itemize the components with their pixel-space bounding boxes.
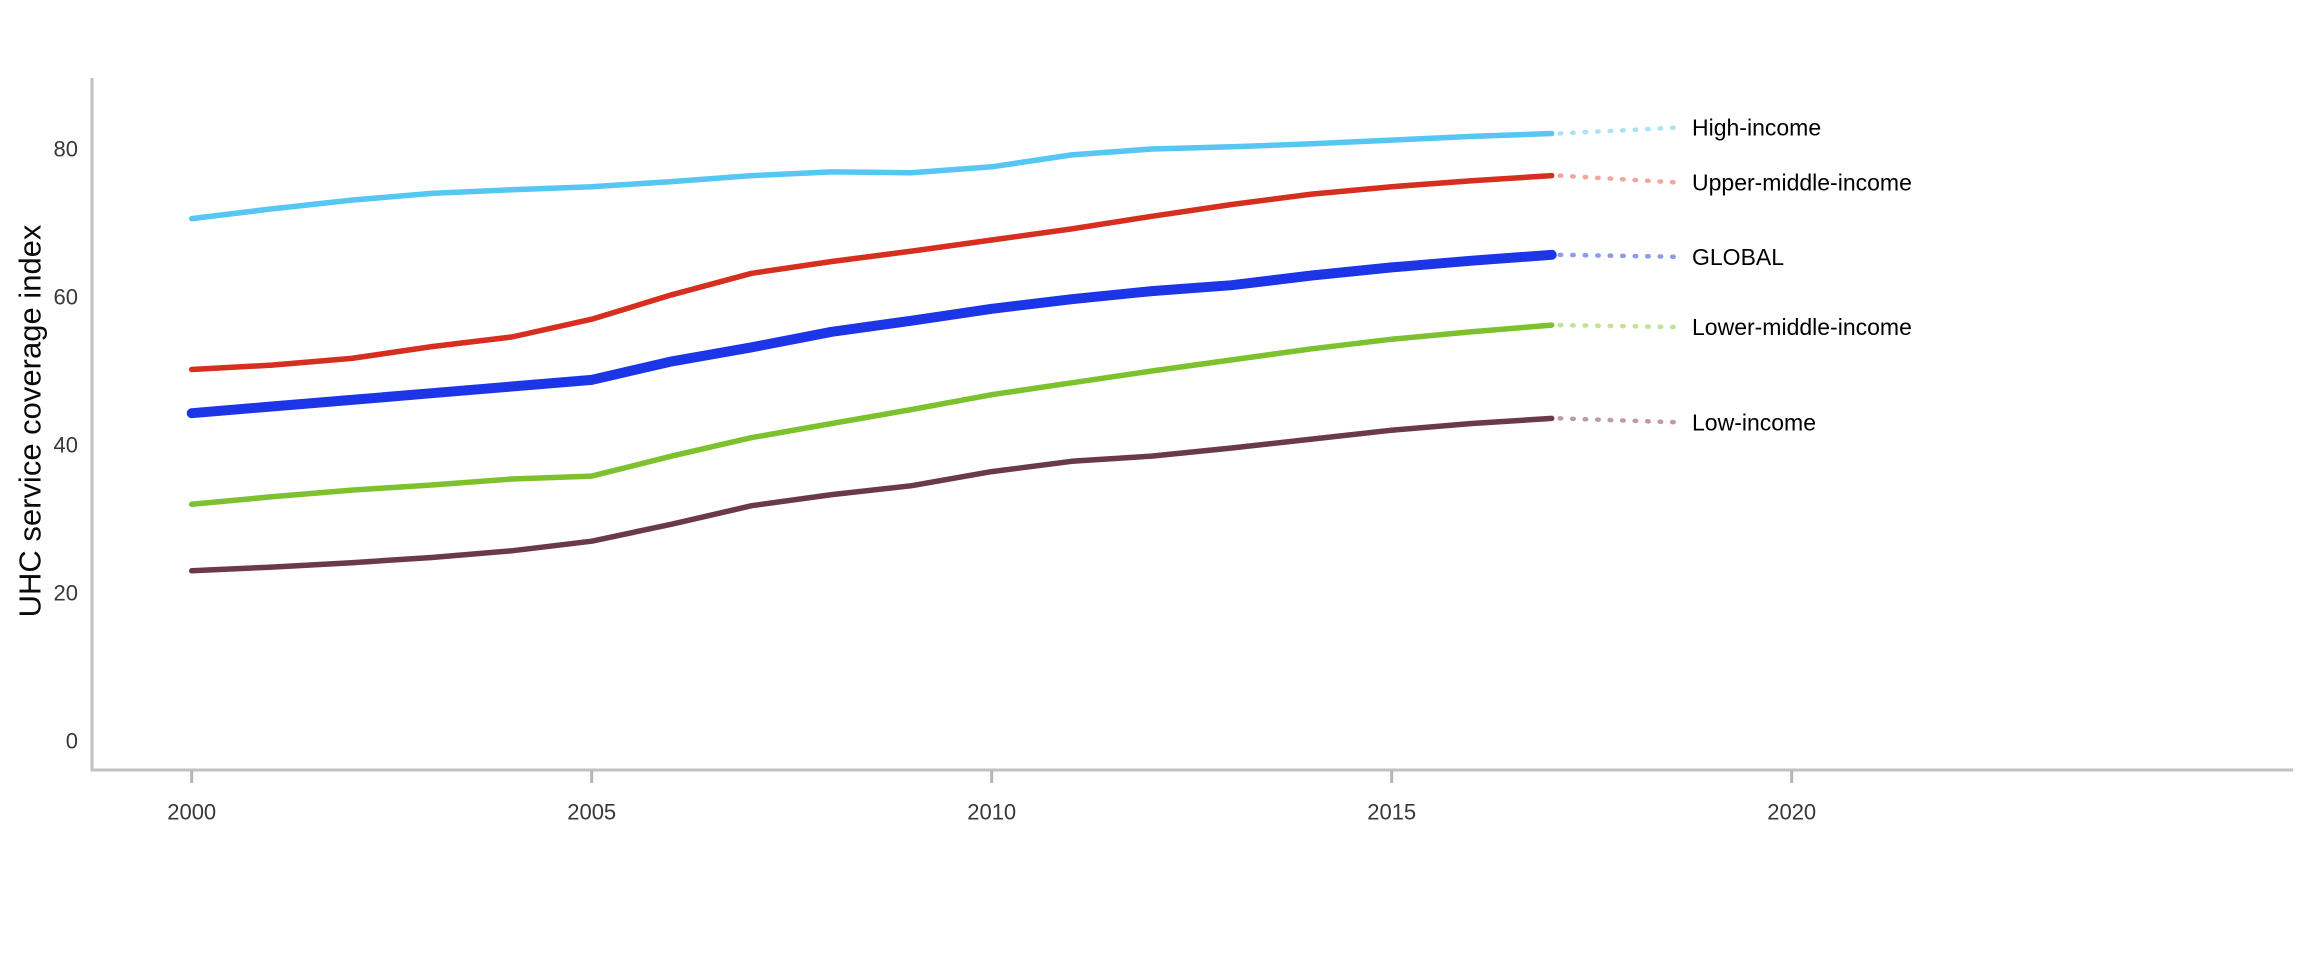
- y-axis-tick-label: 20: [54, 581, 78, 606]
- x-axis-tick-label: 2015: [1367, 800, 1416, 825]
- series-line-upper-middle-income: [188, 172, 1555, 373]
- y-axis-tick-label: 40: [54, 433, 78, 458]
- series-line-high-income: [188, 130, 1555, 222]
- leader-dotted-line-low-income: [1557, 416, 1683, 425]
- leader-dotted-line-global: [1557, 252, 1683, 260]
- x-axis-tick-label: 2000: [167, 800, 216, 825]
- y-axis-tick-label: 80: [54, 137, 78, 162]
- series-label-lower-middle-income: Lower-middle-income: [1692, 314, 1912, 340]
- series-line-low-income: [188, 415, 1555, 574]
- axis-lines: [90, 78, 2293, 772]
- series-label-low-income: Low-income: [1692, 409, 1816, 435]
- x-axis-tick-label: 2005: [567, 800, 616, 825]
- leader-dotted-line-lower-middle-income: [1557, 322, 1683, 330]
- x-axis-tick-label: 2020: [1767, 800, 1816, 825]
- leader-dotted-line-upper-middle-income: [1557, 173, 1683, 185]
- series-label-high-income: High-income: [1692, 114, 1821, 140]
- x-axis-tick-label: 2010: [967, 800, 1016, 825]
- series-label-global: GLOBAL: [1692, 244, 1784, 270]
- y-axis-tick-label: 0: [66, 729, 78, 754]
- series-line-global: [186, 249, 1557, 419]
- y-axis-tick-label: 60: [54, 285, 78, 310]
- series-label-upper-middle-income: Upper-middle-income: [1692, 170, 1912, 196]
- leader-dotted-line-high-income: [1557, 125, 1683, 136]
- y-axis-title: UHC service coverage index: [13, 224, 48, 617]
- series-line-lower-middle-income: [188, 322, 1555, 507]
